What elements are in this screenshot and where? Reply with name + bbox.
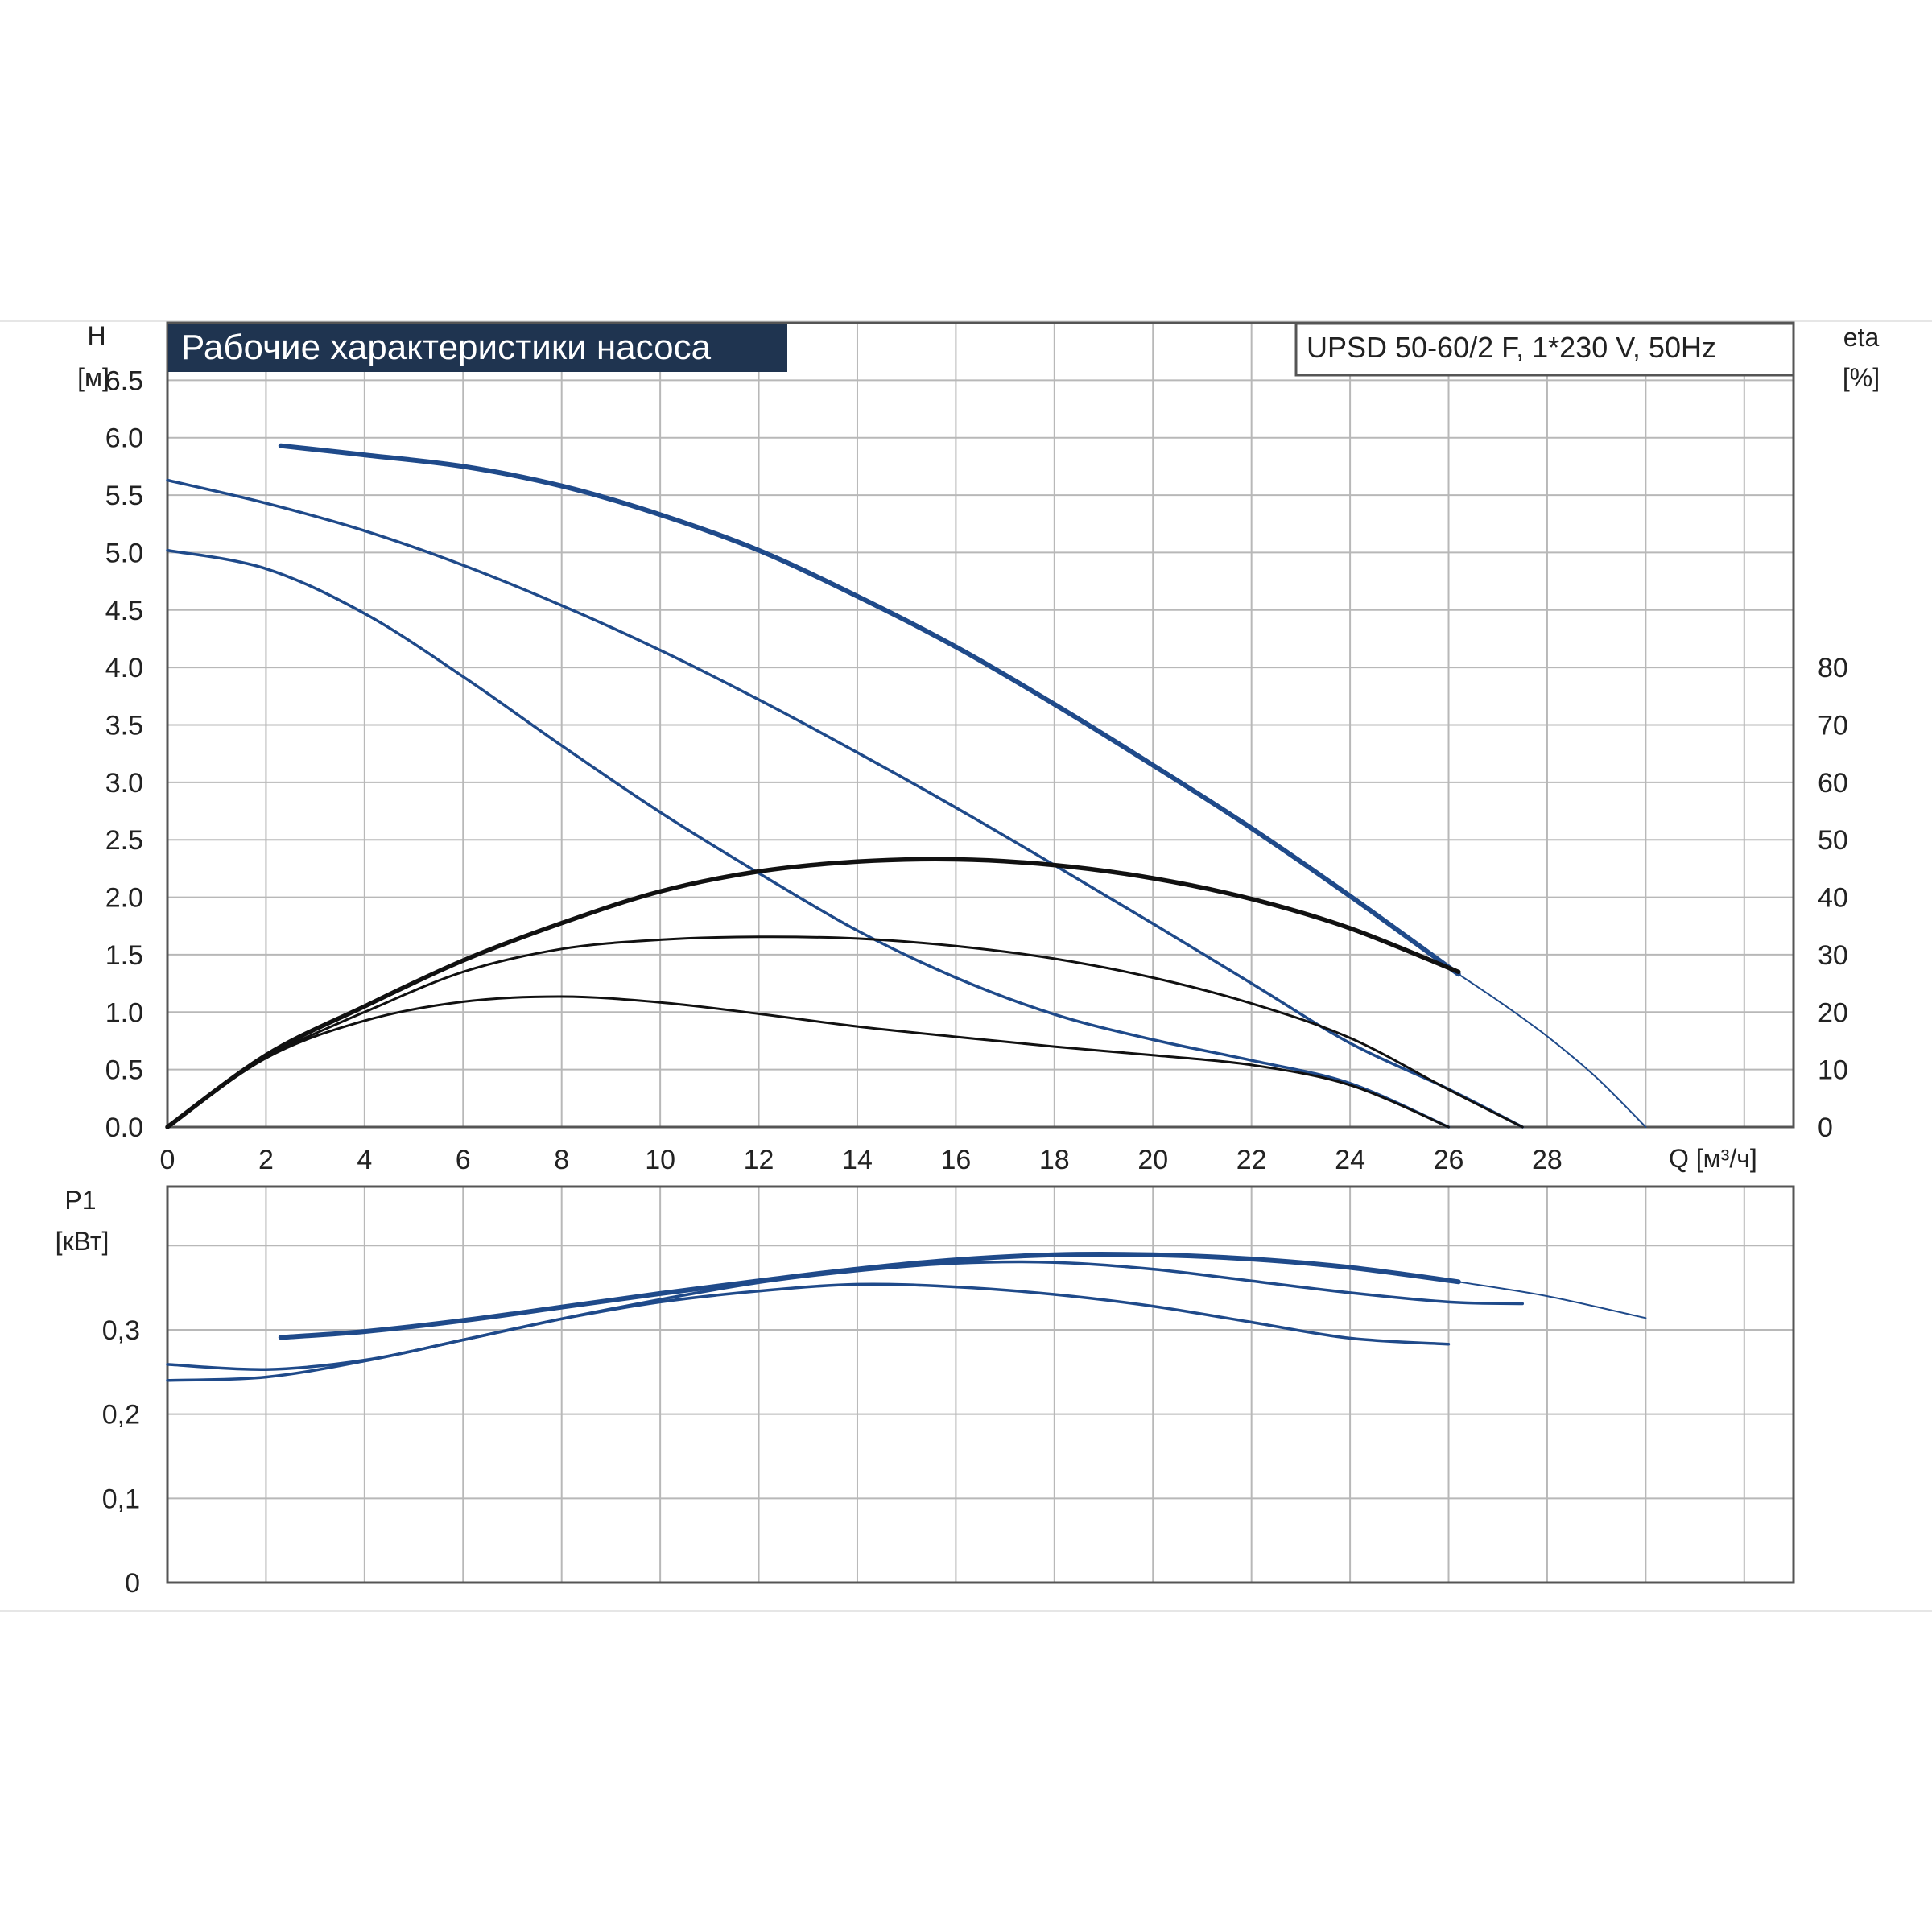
power-plot-frame — [166, 1185, 1795, 1584]
head-tick-label: 0.5 — [105, 1055, 143, 1086]
head-tick-label: 5.5 — [105, 481, 143, 511]
power-curve — [166, 1282, 1451, 1382]
power-axis-unit: [кВт] — [56, 1227, 109, 1256]
head-curve — [166, 478, 1525, 1129]
head-tick-label: 4.5 — [105, 596, 143, 626]
head-axis-unit: [м] — [77, 363, 109, 392]
x-tick-label: 22 — [1236, 1145, 1267, 1175]
x-tick-label: 28 — [1532, 1145, 1563, 1175]
efficiency-tick-label: 40 — [1818, 883, 1848, 914]
head-curve-max — [278, 443, 1461, 977]
head-tick-label: 2.0 — [105, 883, 143, 914]
x-tick-label: 24 — [1335, 1145, 1365, 1175]
efficiency-tick-label: 30 — [1818, 940, 1848, 971]
efficiency-axis-symbol: eta — [1843, 323, 1880, 352]
head-tick-label: 3.5 — [105, 711, 143, 741]
x-tick-label: 18 — [1039, 1145, 1070, 1175]
x-tick-label: 14 — [842, 1145, 873, 1175]
x-tick-label: 26 — [1434, 1145, 1464, 1175]
efficiency-curve — [165, 857, 1461, 1129]
x-tick-label: 8 — [554, 1145, 569, 1175]
efficiency-tick-label: 60 — [1818, 768, 1848, 799]
head-tick-label: 6.0 — [105, 423, 143, 454]
head-curve — [166, 548, 1451, 1129]
model-label-box — [1294, 322, 1795, 377]
efficiency-axis-unit: [%] — [1843, 363, 1880, 392]
power-curve-max — [278, 1252, 1461, 1340]
head-axis-symbol: H — [87, 321, 105, 350]
model-label: UPSD 50-60/2 F, 1*230 V, 50Hz — [1307, 331, 1716, 364]
x-tick-label: 6 — [456, 1145, 471, 1175]
tick-layer: 0 2 4 6 8 10 12 14 16 18 20 22 24 26 280.00.51.01.52.0… — [102, 365, 1848, 1599]
efficiency-tick-label: 80 — [1818, 653, 1848, 683]
head-tick-label: 3.0 — [105, 768, 143, 799]
curve-layer — [165, 443, 1647, 1382]
head-curve-extension — [1457, 973, 1647, 1128]
power-tick-label: 0,3 — [102, 1315, 140, 1346]
efficiency-tick-label: 0 — [1818, 1113, 1833, 1143]
x-tick-label: 16 — [940, 1145, 971, 1175]
x-tick-label: 0 — [160, 1145, 175, 1175]
head-tick-label: 5.0 — [105, 538, 143, 568]
head-tick-label: 4.0 — [105, 653, 143, 683]
head-plot-frame — [166, 321, 1795, 1129]
efficiency-tick-label: 20 — [1818, 997, 1848, 1028]
efficiency-tick-label: 10 — [1818, 1055, 1848, 1086]
power-tick-label: 0,2 — [102, 1400, 140, 1430]
power-curve — [166, 1260, 1525, 1372]
head-tick-label: 2.5 — [105, 825, 143, 856]
efficiency-tick-label: 70 — [1818, 711, 1848, 741]
head-tick-label: 6.5 — [105, 365, 143, 396]
flow-axis-label: Q [м³/ч] — [1669, 1144, 1757, 1173]
head-tick-label: 1.5 — [105, 940, 143, 971]
x-tick-label: 20 — [1137, 1145, 1168, 1175]
efficiency-curve — [166, 995, 1450, 1129]
power-axis-symbol: P1 — [64, 1186, 96, 1215]
power-tick-label: 0,1 — [102, 1484, 140, 1514]
x-tick-label: 10 — [645, 1145, 675, 1175]
power-tick-label: 0 — [125, 1568, 140, 1599]
x-tick-label: 12 — [744, 1145, 774, 1175]
grid-layer — [167, 323, 1794, 1583]
head-tick-label: 1.0 — [105, 997, 143, 1028]
x-tick-label: 4 — [357, 1145, 372, 1175]
x-tick-label: 2 — [258, 1145, 274, 1175]
efficiency-curve — [264, 935, 1524, 1129]
chart-title-box — [168, 324, 787, 372]
efficiency-tick-label: 50 — [1818, 825, 1848, 856]
head-tick-label: 0.0 — [105, 1113, 143, 1143]
chart-title: Рабочие характеристики насоса — [181, 328, 712, 367]
power-curve-extension — [1457, 1281, 1647, 1319]
